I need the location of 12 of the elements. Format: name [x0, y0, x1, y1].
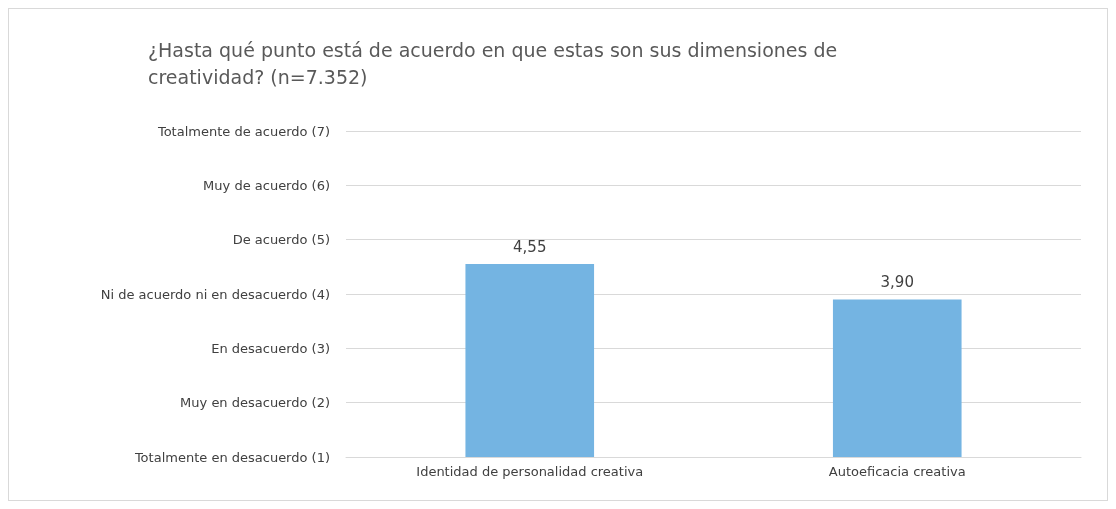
- x-tick-label: Autoeficacia creativa: [828, 464, 966, 479]
- chart-title: ¿Hasta qué punto está de acuerdo en que estas son sus dimensiones de creatividad? (n=7.352): [148, 38, 844, 88]
- y-tick-label: De acuerdo (5): [232, 232, 330, 248]
- y-tick-label: En desacuerdo (3): [211, 340, 330, 356]
- y-tick-label: Totalmente en desacuerdo (1): [133, 449, 330, 465]
- data-label: 3,90: [880, 272, 914, 291]
- y-tick-label: Muy de acuerdo (6): [203, 177, 330, 193]
- y-tick-label: Totalmente de acuerdo (7): [156, 123, 330, 139]
- data-label: 4,55: [513, 237, 547, 256]
- y-tick-label: Ni de acuerdo ni en desacuerdo (4): [100, 286, 330, 302]
- y-tick-label: Muy en desacuerdo (2): [180, 395, 330, 411]
- x-tick-label: Identidad de personalidad creativa: [416, 464, 644, 479]
